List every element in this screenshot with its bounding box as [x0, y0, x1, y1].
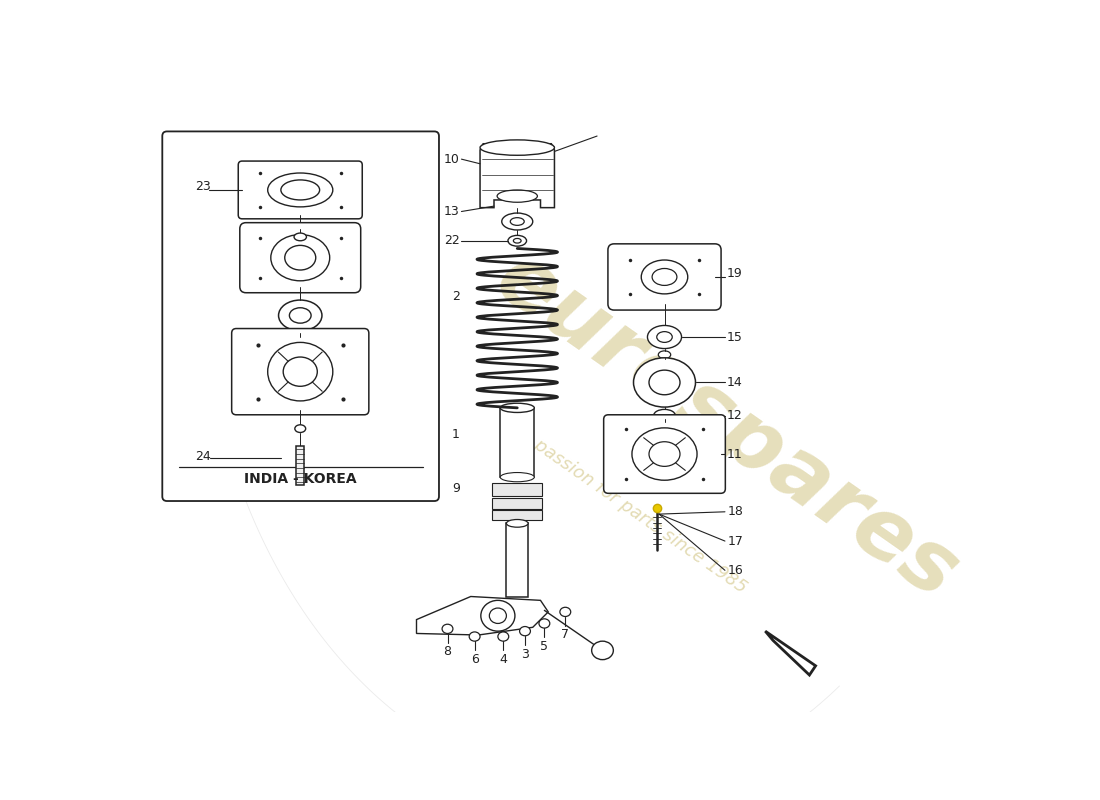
- Text: INDIA - KOREA: INDIA - KOREA: [244, 473, 358, 486]
- Text: eurospares: eurospares: [480, 237, 974, 618]
- Text: 3: 3: [521, 648, 529, 661]
- Ellipse shape: [490, 608, 506, 623]
- Ellipse shape: [652, 269, 676, 286]
- Text: 17: 17: [727, 534, 744, 547]
- Ellipse shape: [560, 607, 571, 617]
- Text: 13: 13: [444, 205, 460, 218]
- Text: 7: 7: [561, 629, 570, 642]
- Text: 23: 23: [196, 179, 211, 193]
- Ellipse shape: [480, 140, 554, 155]
- Ellipse shape: [470, 632, 480, 641]
- Polygon shape: [417, 597, 548, 635]
- Ellipse shape: [278, 300, 322, 331]
- Text: 22: 22: [444, 234, 460, 247]
- Text: 12: 12: [726, 409, 742, 422]
- Bar: [296, 446, 304, 485]
- FancyBboxPatch shape: [232, 329, 368, 414]
- Ellipse shape: [497, 190, 538, 202]
- Ellipse shape: [539, 619, 550, 628]
- Polygon shape: [480, 144, 554, 208]
- Ellipse shape: [283, 357, 317, 386]
- Text: 8: 8: [443, 646, 451, 658]
- Ellipse shape: [267, 342, 333, 401]
- Ellipse shape: [289, 308, 311, 323]
- Ellipse shape: [271, 234, 330, 281]
- Ellipse shape: [658, 351, 671, 358]
- Ellipse shape: [285, 246, 316, 270]
- Text: 2: 2: [452, 290, 460, 302]
- Ellipse shape: [592, 641, 614, 660]
- Bar: [493, 498, 542, 509]
- FancyBboxPatch shape: [608, 244, 722, 310]
- Text: 1: 1: [452, 428, 460, 442]
- Ellipse shape: [514, 238, 521, 243]
- Text: 4: 4: [499, 653, 507, 666]
- Ellipse shape: [267, 173, 333, 207]
- Ellipse shape: [280, 180, 320, 200]
- Text: 9: 9: [452, 482, 460, 495]
- Text: 10: 10: [444, 153, 460, 166]
- FancyBboxPatch shape: [240, 222, 361, 293]
- Bar: [500, 408, 535, 477]
- Text: a passion for parts since 1985: a passion for parts since 1985: [517, 426, 750, 597]
- Ellipse shape: [510, 218, 525, 226]
- Text: 15: 15: [726, 330, 742, 343]
- Ellipse shape: [653, 410, 675, 422]
- Ellipse shape: [294, 233, 307, 241]
- Ellipse shape: [631, 428, 697, 480]
- Text: 16: 16: [727, 564, 742, 577]
- Text: 5: 5: [540, 640, 549, 653]
- Bar: [506, 523, 528, 597]
- Ellipse shape: [519, 626, 530, 636]
- Bar: [493, 482, 542, 496]
- Ellipse shape: [634, 358, 695, 407]
- Ellipse shape: [648, 326, 682, 349]
- Ellipse shape: [442, 624, 453, 634]
- Ellipse shape: [500, 473, 535, 482]
- Ellipse shape: [641, 260, 688, 294]
- FancyBboxPatch shape: [163, 131, 439, 501]
- Text: 11: 11: [726, 447, 742, 461]
- Ellipse shape: [500, 403, 535, 413]
- Ellipse shape: [506, 519, 528, 527]
- Ellipse shape: [295, 330, 306, 337]
- Text: 18: 18: [727, 506, 744, 518]
- Ellipse shape: [649, 370, 680, 394]
- Text: 14: 14: [726, 376, 742, 389]
- Ellipse shape: [508, 235, 527, 246]
- FancyBboxPatch shape: [239, 161, 362, 219]
- Bar: [493, 510, 542, 519]
- Ellipse shape: [295, 425, 306, 433]
- Ellipse shape: [657, 332, 672, 342]
- Ellipse shape: [498, 632, 508, 641]
- Ellipse shape: [502, 213, 532, 230]
- FancyBboxPatch shape: [604, 414, 725, 494]
- Text: 19: 19: [726, 266, 742, 280]
- Ellipse shape: [649, 442, 680, 466]
- Ellipse shape: [481, 600, 515, 631]
- Text: 6: 6: [471, 653, 478, 666]
- Text: 24: 24: [196, 450, 211, 463]
- Polygon shape: [766, 631, 815, 675]
